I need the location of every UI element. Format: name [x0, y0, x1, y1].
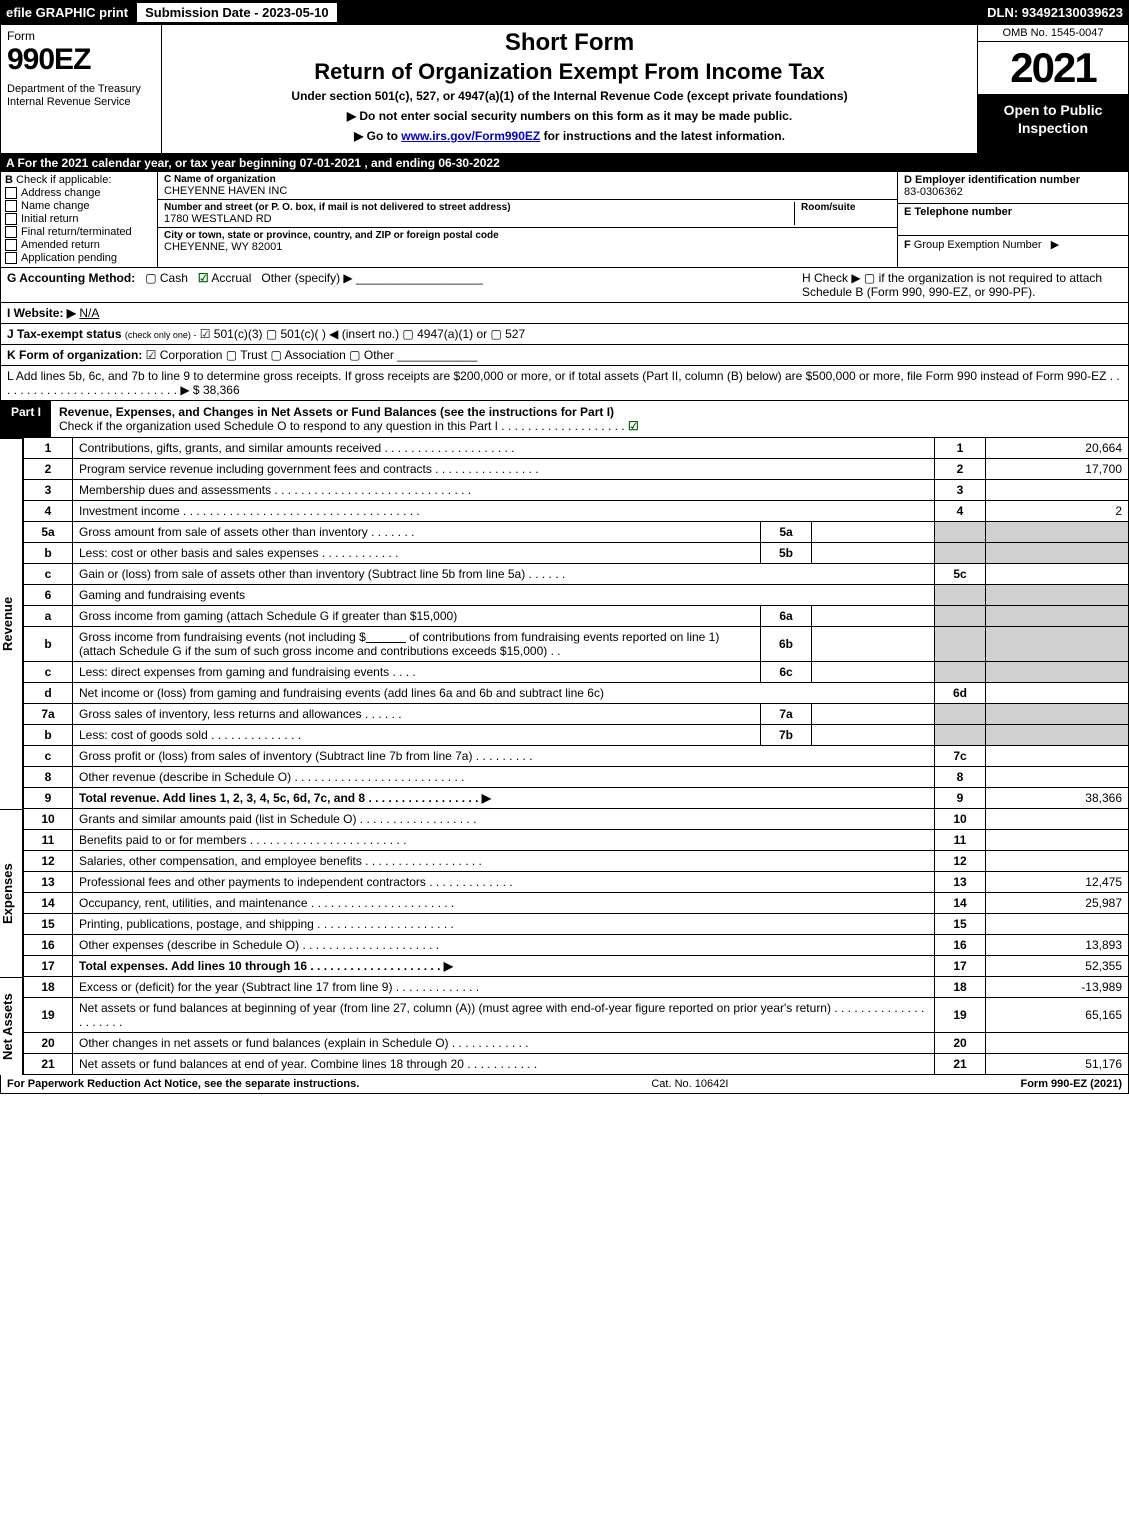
line-j: J Tax-exempt status (check only one) - ☑…: [0, 324, 1129, 345]
short-form-title: Short Form: [170, 29, 969, 57]
street-label: Number and street (or P. O. box, if mail…: [164, 202, 794, 213]
table-row: 20Other changes in net assets or fund ba…: [24, 1033, 1129, 1054]
check-address-change[interactable]: Address change: [5, 187, 153, 199]
org-name-label: C Name of organization: [164, 174, 891, 185]
section-def: D Employer identification number 83-0306…: [897, 172, 1128, 267]
note-ssn: ▶ Do not enter social security numbers o…: [170, 109, 969, 123]
line-g-h: G Accounting Method: ▢ Cash ☑ Accrual Ot…: [0, 268, 1129, 303]
dln-label: DLN: 93492130039623: [987, 5, 1123, 20]
table-row: 12Salaries, other compensation, and empl…: [24, 851, 1129, 872]
footer-left: For Paperwork Reduction Act Notice, see …: [7, 1078, 359, 1090]
line-k: K Form of organization: ☑ Corporation ▢ …: [0, 345, 1129, 366]
department: Department of the Treasury Internal Reve…: [7, 83, 155, 109]
table-row: 2Program service revenue including gover…: [24, 459, 1129, 480]
revenue-side-label: Revenue: [0, 438, 23, 809]
table-row: aGross income from gaming (attach Schedu…: [24, 606, 1129, 627]
part1-title: Revenue, Expenses, and Changes in Net As…: [51, 401, 1128, 437]
table-row: 5aGross amount from sale of assets other…: [24, 522, 1129, 543]
table-row: 13Professional fees and other payments t…: [24, 872, 1129, 893]
form-word: Form: [7, 29, 155, 43]
table-row: 9Total revenue. Add lines 1, 2, 3, 4, 5c…: [24, 788, 1129, 809]
expenses-table: 10Grants and similar amounts paid (list …: [23, 809, 1129, 977]
note-link: ▶ Go to www.irs.gov/Form990EZ for instru…: [170, 129, 969, 143]
table-row: 6Gaming and fundraising events: [24, 585, 1129, 606]
table-row: cGain or (loss) from sale of assets othe…: [24, 564, 1129, 585]
street-value: 1780 WESTLAND RD: [164, 213, 794, 225]
table-row: 16Other expenses (describe in Schedule O…: [24, 935, 1129, 956]
check-application-pending[interactable]: Application pending: [5, 252, 153, 264]
section-b: B Check if applicable: Address change Na…: [1, 172, 158, 267]
table-row: 7aGross sales of inventory, less returns…: [24, 704, 1129, 725]
table-row: bGross income from fundraising events (n…: [24, 627, 1129, 662]
room-label: Room/suite: [801, 202, 891, 213]
phone-label: E Telephone number: [904, 206, 1122, 218]
table-row: 10Grants and similar amounts paid (list …: [24, 809, 1129, 830]
city-label: City or town, state or province, country…: [164, 230, 499, 241]
section-c: C Name of organization CHEYENNE HAVEN IN…: [158, 172, 897, 267]
table-row: 1Contributions, gifts, grants, and simil…: [24, 438, 1129, 459]
ein-label: D Employer identification number: [904, 174, 1122, 186]
check-initial-return[interactable]: Initial return: [5, 213, 153, 225]
form-header: Form 990EZ Department of the Treasury In…: [0, 25, 1129, 154]
subtitle: Under section 501(c), 527, or 4947(a)(1)…: [170, 89, 969, 103]
table-row: bLess: cost of goods sold . . . . . . . …: [24, 725, 1129, 746]
part1-label: Part I: [1, 401, 51, 437]
table-row: bLess: cost or other basis and sales exp…: [24, 543, 1129, 564]
table-row: 4Investment income . . . . . . . . . . .…: [24, 501, 1129, 522]
ein-value: 83-0306362: [904, 186, 1122, 198]
line-l-amount: 38,366: [203, 383, 240, 397]
table-row: 11Benefits paid to or for members . . . …: [24, 830, 1129, 851]
city-value: CHEYENNE, WY 82001: [164, 241, 499, 253]
website-value: N/A: [79, 306, 99, 320]
group-exemption-label: F Group Exemption Number ▶: [904, 238, 1122, 251]
top-bar: efile GRAPHIC print Submission Date - 20…: [0, 0, 1129, 25]
table-row: 3Membership dues and assessments . . . .…: [24, 480, 1129, 501]
table-row: dNet income or (loss) from gaming and fu…: [24, 683, 1129, 704]
form-number: 990EZ: [7, 43, 155, 77]
footer-center: Cat. No. 10642I: [651, 1078, 728, 1090]
table-row: 17Total expenses. Add lines 10 through 1…: [24, 956, 1129, 977]
table-row: cGross profit or (loss) from sales of in…: [24, 746, 1129, 767]
line-a: A For the 2021 calendar year, or tax yea…: [0, 154, 1129, 172]
table-row: 8Other revenue (describe in Schedule O) …: [24, 767, 1129, 788]
table-row: 19Net assets or fund balances at beginni…: [24, 998, 1129, 1033]
netassets-side-label: Net Assets: [0, 977, 23, 1075]
irs-link[interactable]: www.irs.gov/Form990EZ: [401, 129, 540, 143]
footer-right: Form 990-EZ (2021): [1020, 1078, 1122, 1090]
table-row: 14Occupancy, rent, utilities, and mainte…: [24, 893, 1129, 914]
expenses-side-label: Expenses: [0, 809, 23, 977]
check-name-change[interactable]: Name change: [5, 200, 153, 212]
line-i: I Website: ▶ N/A: [0, 303, 1129, 324]
table-row: 21Net assets or fund balances at end of …: [24, 1054, 1129, 1075]
open-to-public: Open to Public Inspection: [978, 95, 1128, 153]
part1-header: Part I Revenue, Expenses, and Changes in…: [0, 401, 1129, 438]
omb-number: OMB No. 1545-0047: [978, 25, 1128, 42]
org-name: CHEYENNE HAVEN INC: [164, 185, 891, 197]
submission-date: Submission Date - 2023-05-10: [136, 2, 338, 23]
table-row: cLess: direct expenses from gaming and f…: [24, 662, 1129, 683]
revenue-table: 1Contributions, gifts, grants, and simil…: [23, 438, 1129, 809]
main-title: Return of Organization Exempt From Incom…: [170, 59, 969, 85]
netassets-table: 18Excess or (deficit) for the year (Subt…: [23, 977, 1129, 1075]
table-row: 18Excess or (deficit) for the year (Subt…: [24, 977, 1129, 998]
check-amended-return[interactable]: Amended return: [5, 239, 153, 251]
tax-year: 2021: [978, 42, 1128, 95]
table-row: 15Printing, publications, postage, and s…: [24, 914, 1129, 935]
efile-label: efile GRAPHIC print: [6, 5, 128, 20]
info-block: B Check if applicable: Address change Na…: [0, 172, 1129, 268]
line-h: H Check ▶ ▢ if the organization is not r…: [802, 271, 1122, 299]
page-footer: For Paperwork Reduction Act Notice, see …: [0, 1075, 1129, 1094]
check-final-return[interactable]: Final return/terminated: [5, 226, 153, 238]
line-l: L Add lines 5b, 6c, and 7b to line 9 to …: [0, 366, 1129, 401]
